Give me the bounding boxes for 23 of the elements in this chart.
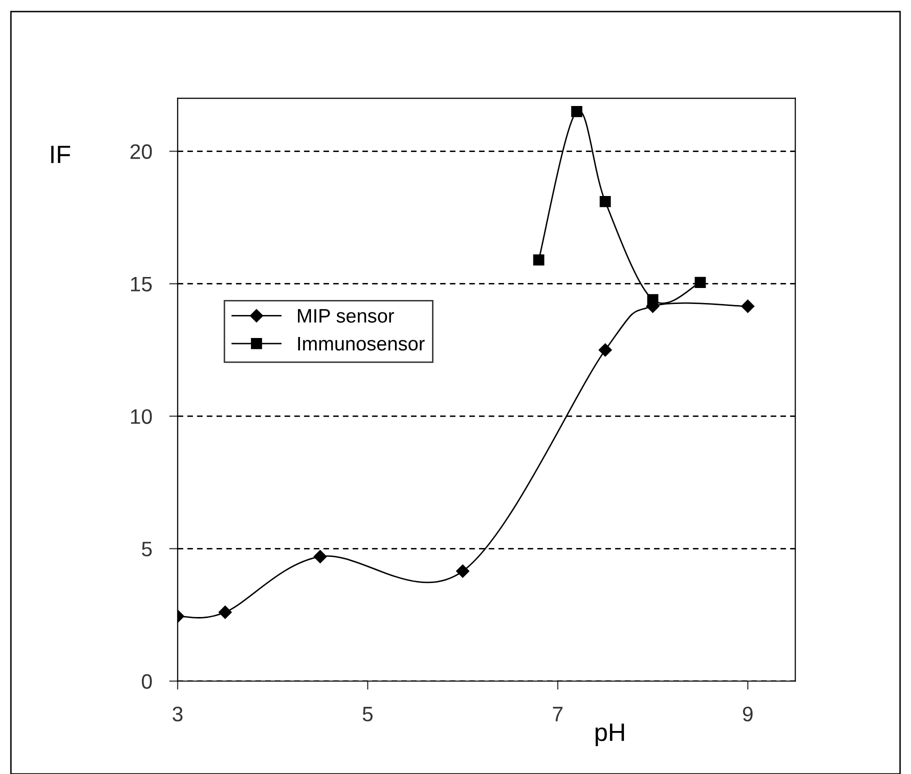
point — [533, 254, 544, 266]
x-tick-label: 7 — [553, 706, 562, 722]
point — [218, 606, 232, 619]
x-tick-label: 9 — [742, 706, 753, 722]
x-tick-label: 5 — [362, 706, 373, 722]
y-tick-label: 5 — [142, 542, 152, 556]
point — [694, 276, 706, 288]
y-tick-label: 20 — [130, 144, 152, 160]
point — [314, 550, 327, 564]
point — [456, 564, 470, 578]
x-tick-label: 3 — [172, 706, 183, 722]
y-tick-label: 0 — [142, 674, 152, 689]
point — [571, 106, 582, 118]
point — [647, 294, 658, 306]
point — [598, 343, 612, 357]
x-axis-title: pH — [596, 724, 624, 746]
legend-label: MIP sensor — [298, 309, 394, 323]
y-tick-label: 15 — [131, 276, 152, 292]
point — [741, 300, 754, 313]
y-tick-label: 10 — [131, 409, 152, 424]
point — [600, 196, 611, 208]
legend-label: Immunosensor — [298, 337, 425, 351]
y-axis-title: IF — [51, 146, 70, 164]
